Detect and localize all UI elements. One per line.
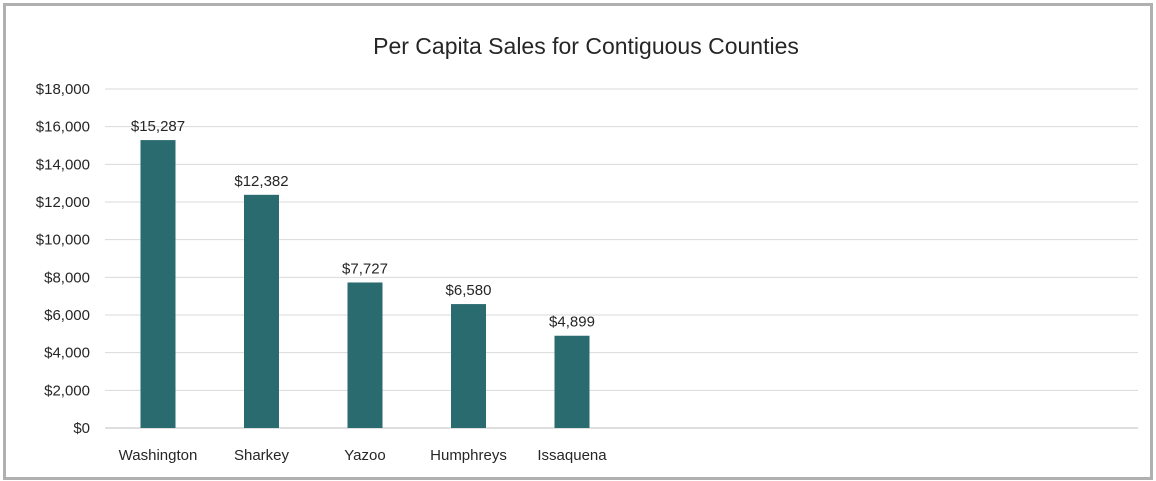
chart-title: Per Capita Sales for Contiguous Counties	[373, 33, 799, 59]
bar-issaquena	[554, 335, 590, 428]
data-label-humphreys: $6,580	[446, 282, 492, 299]
y-tick-label: $4,000	[44, 345, 90, 362]
y-axis-ticks: $0 $2,000 $4,000 $6,000 $8,000 $10,000 $12,000…	[36, 81, 90, 437]
category-label-washington: Washington	[119, 447, 198, 464]
bar-sharkey	[244, 194, 279, 428]
category-label-sharkey: Sharkey	[234, 447, 290, 464]
y-tick-label: $16,000	[36, 119, 90, 136]
bars	[140, 140, 590, 428]
bar-washington	[140, 140, 176, 428]
y-tick-label: $8,000	[44, 269, 90, 286]
y-tick-label: $2,000	[44, 382, 90, 399]
data-label-yazoo: $7,727	[342, 260, 388, 277]
data-label-issaquena: $4,899	[549, 314, 595, 331]
y-tick-label: $6,000	[44, 307, 90, 324]
data-label-sharkey: $12,382	[234, 173, 288, 190]
data-labels: $15,287 $12,382 $7,727 $6,580 $4,899	[131, 118, 595, 331]
y-tick-label: $12,000	[36, 194, 90, 211]
y-tick-label: $10,000	[36, 232, 90, 249]
data-label-washington: $15,287	[131, 118, 185, 135]
x-axis-categories: Washington Sharkey Yazoo Humphreys Issaquena	[119, 447, 608, 464]
bar-humphreys	[451, 304, 486, 428]
category-label-issaquena: Issaquena	[537, 447, 607, 464]
category-label-yazoo: Yazoo	[344, 447, 385, 464]
bar-yazoo	[347, 282, 383, 428]
category-label-humphreys: Humphreys	[430, 447, 507, 464]
y-tick-label: $18,000	[36, 81, 90, 98]
y-tick-label: $0	[73, 420, 90, 437]
y-tick-label: $14,000	[36, 156, 90, 173]
